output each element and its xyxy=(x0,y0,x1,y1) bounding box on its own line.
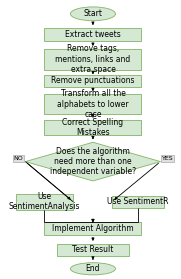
FancyBboxPatch shape xyxy=(44,222,142,235)
FancyBboxPatch shape xyxy=(44,49,142,70)
Text: YES: YES xyxy=(162,156,173,161)
Text: Remove tags,
mentions, links and
extra space: Remove tags, mentions, links and extra s… xyxy=(55,44,131,74)
Text: Does the algorithm
need more than one
independent variable?: Does the algorithm need more than one in… xyxy=(50,147,136,177)
Ellipse shape xyxy=(70,7,115,21)
Text: End: End xyxy=(86,264,100,273)
FancyBboxPatch shape xyxy=(112,196,164,208)
FancyBboxPatch shape xyxy=(44,74,142,87)
FancyBboxPatch shape xyxy=(56,244,129,256)
Text: Use
SentimentAnalysis: Use SentimentAnalysis xyxy=(9,192,80,211)
Text: Extract tweets: Extract tweets xyxy=(65,30,121,39)
Text: Test Result: Test Result xyxy=(72,246,114,254)
Ellipse shape xyxy=(70,263,115,275)
FancyBboxPatch shape xyxy=(44,120,142,135)
Text: Correct Spelling
Mistakes: Correct Spelling Mistakes xyxy=(62,118,123,137)
Polygon shape xyxy=(25,142,161,181)
Text: NO: NO xyxy=(14,156,23,161)
Text: Start: Start xyxy=(83,9,102,18)
Text: Implement Algorithm: Implement Algorithm xyxy=(52,224,134,233)
FancyBboxPatch shape xyxy=(16,194,73,210)
FancyBboxPatch shape xyxy=(44,28,142,41)
Text: Use SentimentR: Use SentimentR xyxy=(107,197,169,206)
FancyBboxPatch shape xyxy=(44,94,142,114)
Text: Transform all the
alphabets to lower
case: Transform all the alphabets to lower cas… xyxy=(57,89,129,119)
Text: Remove punctuations: Remove punctuations xyxy=(51,76,135,85)
